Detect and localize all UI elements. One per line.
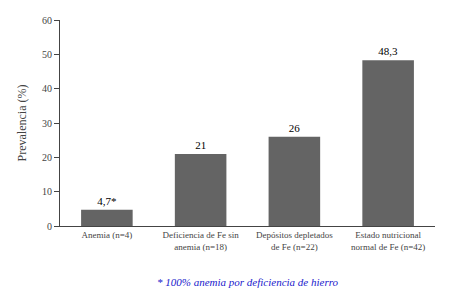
svg-text:0: 0: [47, 221, 52, 232]
svg-text:Estado nutricionalnormal de Fe: Estado nutricionalnormal de Fe (n=42): [351, 230, 425, 252]
svg-text:Deficiencia de Fe sinanemia (n: Deficiencia de Fe sinanemia (n=18): [163, 230, 240, 252]
svg-text:26: 26: [289, 122, 301, 134]
svg-text:48,3: 48,3: [378, 45, 398, 57]
svg-text:20: 20: [42, 152, 52, 163]
svg-text:10: 10: [42, 186, 52, 197]
svg-text:Depósitos depletadosde Fe (n=2: Depósitos depletadosde Fe (n=22): [256, 230, 333, 252]
svg-text:21: 21: [195, 139, 206, 151]
svg-text:* 100% anemia por deficiencia: * 100% anemia por deficiencia de hierro: [157, 276, 339, 288]
svg-text:Prevalencia (%): Prevalencia (%): [15, 85, 29, 162]
svg-text:50: 50: [42, 49, 52, 60]
svg-text:4,7*: 4,7*: [97, 195, 116, 207]
svg-text:30: 30: [42, 118, 52, 129]
svg-text:40: 40: [42, 83, 52, 94]
svg-text:Anemia (n=4): Anemia (n=4): [81, 230, 132, 240]
svg-text:60: 60: [42, 15, 52, 26]
